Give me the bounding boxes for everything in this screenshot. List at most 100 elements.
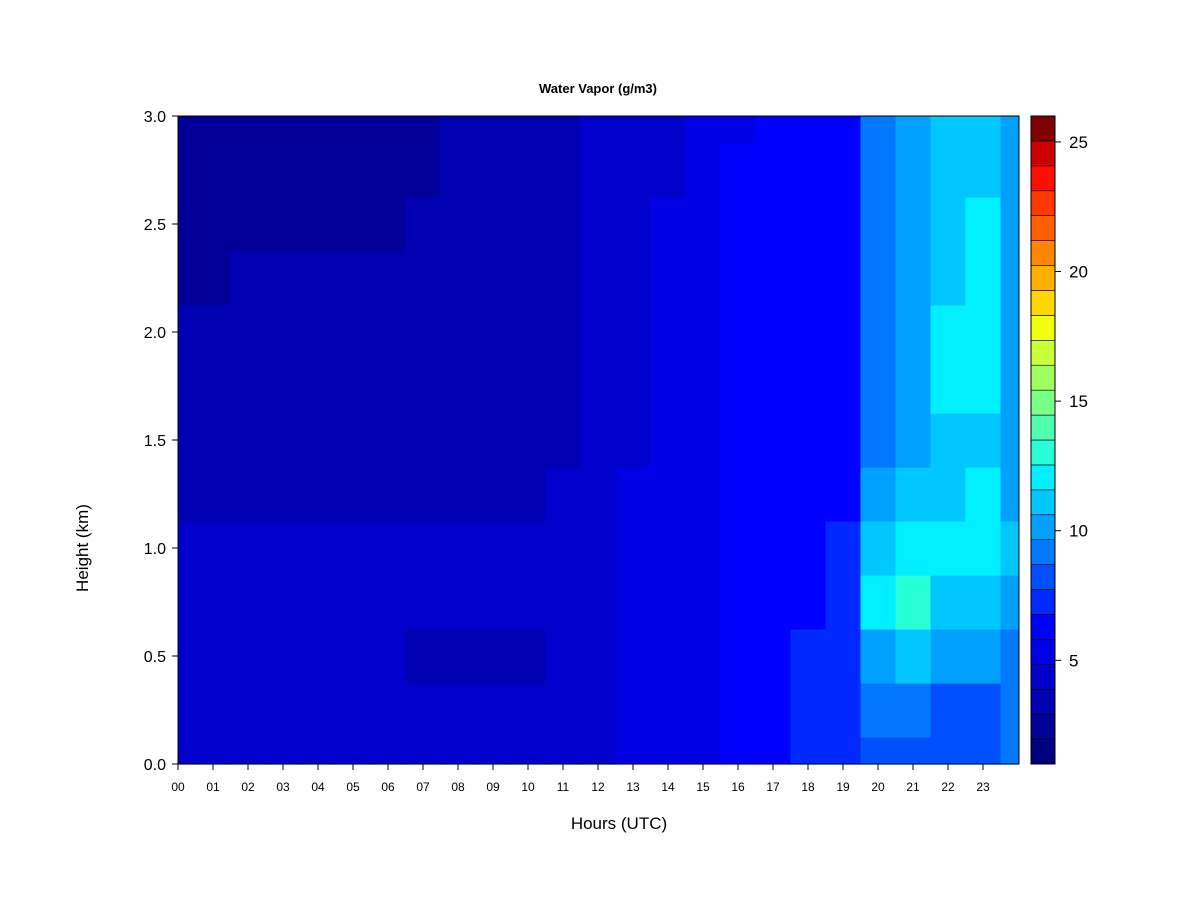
heatmap-cell [178,305,197,360]
heatmap-cell [580,413,617,468]
heatmap-cell [650,737,687,765]
heatmap-cell [405,305,442,360]
heatmap-cell [335,197,372,252]
heatmap-cell [230,359,267,414]
heatmap-cell [370,629,407,684]
heatmap-cell [755,683,792,738]
heatmap-cell [545,413,582,468]
heatmap-cell [440,197,477,252]
heatmap-cell [405,359,442,414]
heatmap-cell [965,521,1002,576]
heatmap-cell [405,197,442,252]
heatmap-cell [335,737,372,765]
heatmap-cell [195,467,232,522]
heatmap-cell [895,251,932,306]
heatmap-cell [1000,143,1019,198]
heatmap-cell [475,251,512,306]
y-tick-label: 2.0 [144,325,166,342]
heatmap-cell [370,251,407,306]
heatmap-cell [510,467,547,522]
colorbar-swatch [1030,489,1056,516]
x-tick-label: 01 [206,780,220,794]
heatmap-cell [860,305,897,360]
heatmap-cell [1000,413,1019,468]
heatmap-cell [580,521,617,576]
heatmap-cell [300,737,337,765]
heatmap-cell [370,683,407,738]
colorbar-frame [1030,115,1056,765]
heatmap-cell [195,251,232,306]
heatmap-cell [720,143,757,198]
heatmap-cell [195,143,232,198]
heatmap-cell [545,467,582,522]
heatmap-cell [230,467,267,522]
heatmap-cell [790,305,827,360]
y-tick-label: 0.0 [144,757,166,774]
heatmap-cell [755,251,792,306]
heatmap-cell [825,413,862,468]
heatmap-cell [230,143,267,198]
heatmap-cell [405,467,442,522]
x-tick-label: 08 [451,780,465,794]
colorbar-swatch [1030,364,1056,391]
heatmap-cell [1000,521,1019,576]
heatmap-cell [755,116,792,144]
heatmap-cell [475,359,512,414]
heatmap-cell [335,413,372,468]
colorbar-swatch [1030,514,1056,540]
heatmap-cell [755,413,792,468]
heatmap-cell [580,575,617,630]
colorbar-swatch [1030,664,1056,690]
heatmap-cell [685,251,722,306]
heatmap-cell [1000,197,1019,252]
heatmap-cell [230,737,267,765]
heatmap-cell [230,413,267,468]
heatmap-cell [335,521,372,576]
heatmap-cell [895,467,932,522]
heatmap-cell [510,251,547,306]
heatmap-cell [300,629,337,684]
heatmap-cell [790,629,827,684]
heatmap-cell [755,737,792,765]
heatmap-cell [685,737,722,765]
heatmap-cell [405,683,442,738]
heatmap-cell [825,197,862,252]
heatmap-cell [895,683,932,738]
heatmap-cell [440,413,477,468]
x-tick-label: 06 [381,780,395,794]
colorbar-swatch [1030,539,1056,565]
y-tick-label: 2.5 [144,217,166,234]
heatmap-cell [265,683,302,738]
heatmap-cell [195,359,232,414]
heatmap-cell [650,575,687,630]
heatmap-cell [1000,629,1019,684]
heatmap-cell [265,197,302,252]
heatmap-cell [685,683,722,738]
heatmap-cell [510,197,547,252]
heatmap-cell [405,521,442,576]
x-tick-label: 13 [626,780,640,794]
heatmap-cell [545,116,582,144]
heatmap-cell [965,116,1002,144]
heatmap-cell [405,143,442,198]
heatmap-cell [685,305,722,360]
y-axis: 0.0 0.5 1.0 1.5 2.0 2.5 3.0 [144,109,178,774]
heatmap-cell [615,116,652,144]
heatmap-cell [965,305,1002,360]
heatmap-cell [475,683,512,738]
heatmap-cell [790,251,827,306]
heatmap-cell [720,251,757,306]
heatmap-cell [650,359,687,414]
heatmap-cell [755,197,792,252]
heatmap-cell [615,251,652,306]
colorbar-swatch [1030,190,1056,216]
x-tick-label: 19 [836,780,850,794]
heatmap-cell [685,467,722,522]
x-axis-label: Hours (UTC) [571,814,667,833]
heatmap-cell [650,413,687,468]
heatmap-cell [510,305,547,360]
heatmap-cell [580,197,617,252]
x-tick-label: 09 [486,780,500,794]
heatmap-cell [895,305,932,360]
heatmap-cell [178,251,197,306]
